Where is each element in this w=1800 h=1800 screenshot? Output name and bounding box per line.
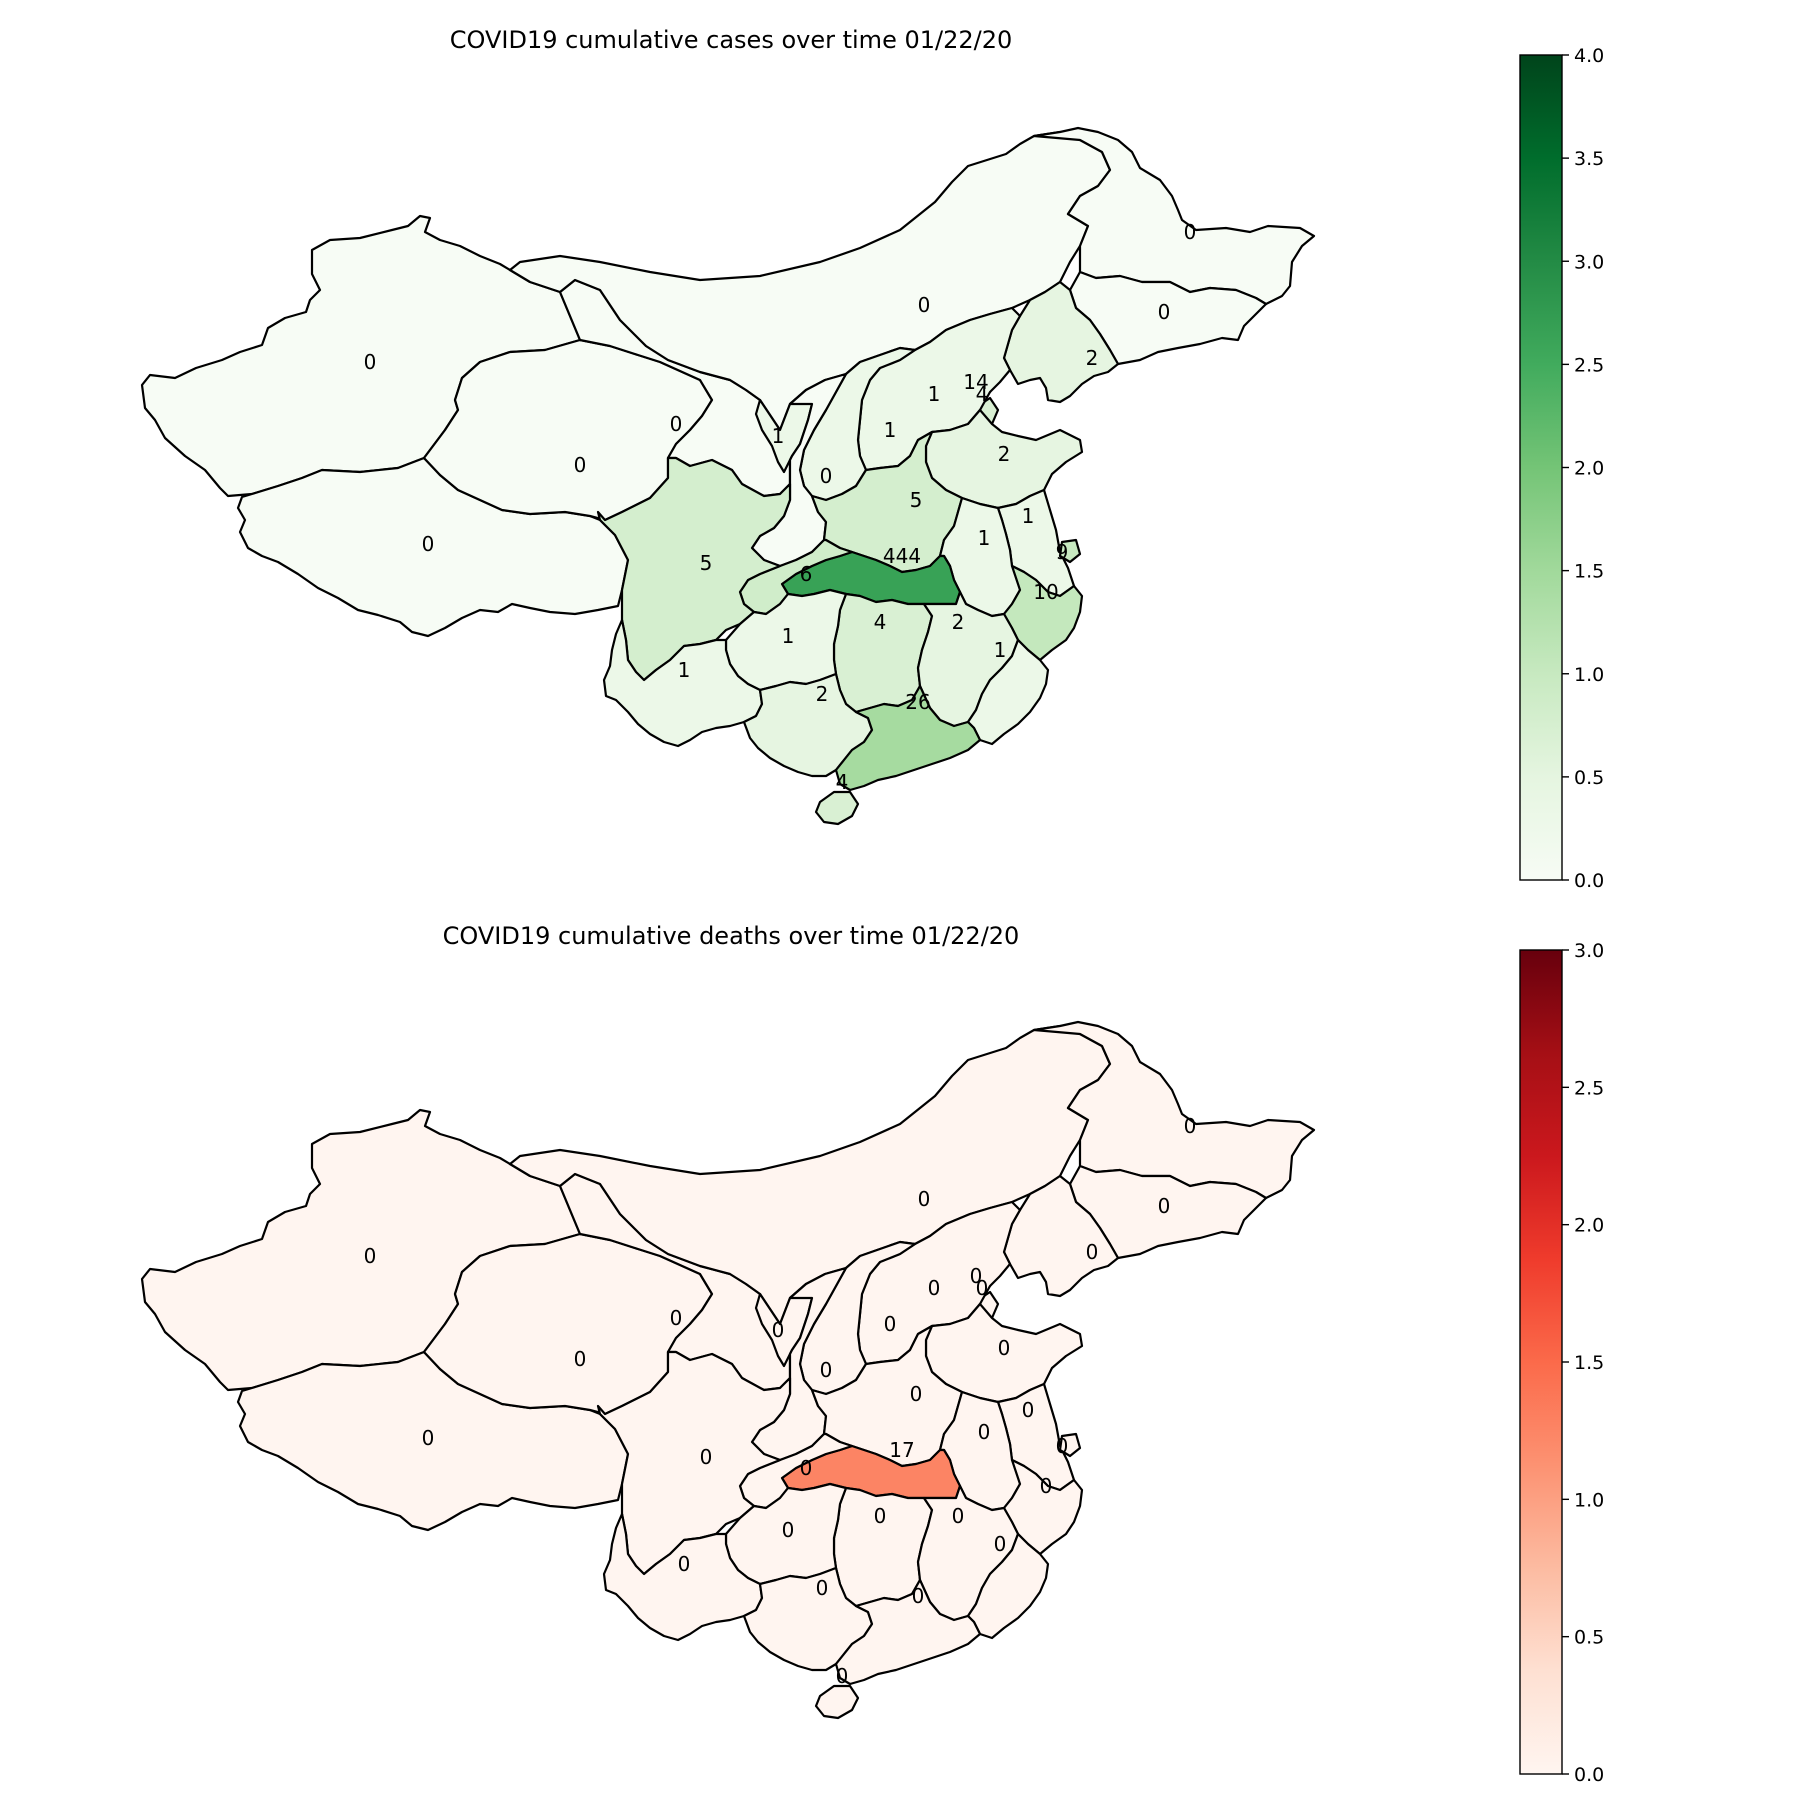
cases-value-label-chongqing: 6 xyxy=(800,562,813,586)
cases-value-label-henan: 5 xyxy=(910,488,923,512)
cases-value-label-hainan: 4 xyxy=(836,770,849,794)
deaths-value-label-henan: 0 xyxy=(910,1382,923,1406)
deaths-map-title: COVID19 cumulative deaths over time 01/2… xyxy=(443,922,1020,950)
cases-colorbar-tick-label: 0.0 xyxy=(1574,870,1604,892)
deaths-value-label-hubei: 17 xyxy=(889,1438,914,1462)
cases-value-label-shanxi: 1 xyxy=(884,418,897,442)
cases-value-label-sichuan: 5 xyxy=(700,551,713,575)
deaths-value-label-heilongjiang: 0 xyxy=(1184,1114,1197,1138)
deaths-region-fujian xyxy=(966,1532,1050,1640)
cases-value-label-shandong: 2 xyxy=(998,442,1011,466)
deaths-colorbar-tick-label: 1.0 xyxy=(1574,1489,1604,1511)
cases-region-hainan xyxy=(814,790,860,826)
deaths-colorbar-tick-label: 2.5 xyxy=(1574,1077,1604,1099)
cases-value-label-hebei: 1 xyxy=(928,382,941,406)
cases-value-label-gansu: 0 xyxy=(670,412,683,436)
deaths-region-shanghai xyxy=(1058,1432,1082,1458)
deaths-value-label-yunnan: 0 xyxy=(678,1552,691,1576)
deaths-value-label-inner-mongolia: 0 xyxy=(918,1187,931,1211)
deaths-value-label-chongqing: 0 xyxy=(800,1456,813,1480)
cases-value-label-guangxi: 2 xyxy=(816,682,829,706)
cases-region-shanghai xyxy=(1058,538,1082,564)
deaths-value-label-qinghai: 0 xyxy=(574,1347,587,1371)
cases-value-label-shaanxi: 0 xyxy=(820,464,833,488)
deaths-map: 0 0 0 0 0 0 0 0 0 0 0 0 0 0 0 0 0 0 0 17 0 0 0 0 0 0 0 0 0 0 0 xyxy=(140,1020,1316,1720)
cases-map-title: COVID19 cumulative cases over time 01/22… xyxy=(450,26,1013,54)
deaths-value-label-tibet: 0 xyxy=(422,1426,435,1450)
cases-value-label-heilongjiang: 0 xyxy=(1184,220,1197,244)
cases-value-label-guangdong: 26 xyxy=(905,690,930,714)
cases-value-label-inner-mongolia: 0 xyxy=(918,293,931,317)
deaths-value-label-guangdong: 0 xyxy=(912,1584,925,1608)
cases-region-guangdong xyxy=(834,684,982,792)
deaths-value-label-ningxia: 0 xyxy=(772,1318,785,1342)
deaths-value-label-hunan: 0 xyxy=(874,1504,887,1528)
cases-colorbar-tick-label: 1.5 xyxy=(1574,561,1604,583)
cases-value-label-anhui: 1 xyxy=(978,526,991,550)
deaths-value-label-guizhou: 0 xyxy=(782,1518,795,1542)
cases-colorbar: 0.0 0.5 1.0 1.5 2.0 2.5 3.0 3.5 4.0 xyxy=(1519,45,1604,892)
deaths-region-heilongjiang xyxy=(1032,1020,1316,1200)
deaths-value-label-anhui: 0 xyxy=(978,1420,991,1444)
deaths-colorbar-tick-label: 1.5 xyxy=(1574,1352,1604,1374)
deaths-value-label-jilin: 0 xyxy=(1158,1194,1171,1218)
cases-value-label-qinghai: 0 xyxy=(574,453,587,477)
cases-value-label-jilin: 0 xyxy=(1158,300,1171,324)
cases-value-label-yunnan: 1 xyxy=(678,658,691,682)
cases-value-label-hunan: 4 xyxy=(874,610,887,634)
deaths-value-label-shanxi: 0 xyxy=(884,1312,897,1336)
deaths-colorbar: 0.0 0.5 1.0 1.5 2.0 2.5 3.0 xyxy=(1519,940,1604,1786)
deaths-value-label-jiangsu: 0 xyxy=(1022,1398,1035,1422)
cases-value-label-liaoning: 2 xyxy=(1086,346,1099,370)
cases-value-label-fujian: 1 xyxy=(994,638,1007,662)
deaths-value-label-fujian: 0 xyxy=(994,1532,1007,1556)
cases-value-label-guizhou: 1 xyxy=(782,624,795,648)
deaths-value-label-xinjiang: 0 xyxy=(364,1244,377,1268)
cases-region-heilongjiang xyxy=(1032,126,1316,306)
deaths-value-label-hainan: 0 xyxy=(836,1664,849,1688)
cases-colorbar-tick-label: 3.5 xyxy=(1574,148,1604,170)
deaths-colorbar-gradient xyxy=(1519,949,1563,1775)
cases-value-label-hubei: 444 xyxy=(883,544,921,568)
cases-value-label-tianjin: 4 xyxy=(976,382,989,406)
deaths-colorbar-tick-label: 3.0 xyxy=(1574,940,1604,962)
cases-colorbar-tick-label: 4.0 xyxy=(1574,45,1604,67)
deaths-colorbar-tick-label: 0.0 xyxy=(1574,1764,1604,1786)
cases-colorbar-tick-label: 2.0 xyxy=(1574,458,1604,480)
deaths-value-label-liaoning: 0 xyxy=(1086,1240,1099,1264)
cases-region-fujian xyxy=(966,638,1050,746)
deaths-value-label-gansu: 0 xyxy=(670,1306,683,1330)
deaths-value-label-tianjin: 0 xyxy=(976,1276,989,1300)
cases-colorbar-tick-label: 2.5 xyxy=(1574,354,1604,376)
deaths-value-label-shandong: 0 xyxy=(998,1336,1011,1360)
cases-value-label-ningxia: 1 xyxy=(772,424,785,448)
deaths-value-label-sichuan: 0 xyxy=(700,1445,713,1469)
deaths-value-label-shanghai: 0 xyxy=(1056,1434,1069,1458)
cases-value-label-zhejiang: 10 xyxy=(1033,580,1058,604)
cases-colorbar-tick-label: 0.5 xyxy=(1574,767,1604,789)
deaths-value-label-shaanxi: 0 xyxy=(820,1358,833,1382)
cases-value-label-xinjiang: 0 xyxy=(364,350,377,374)
cases-value-label-jiangsu: 1 xyxy=(1022,504,1035,528)
cases-colorbar-tick-label: 3.0 xyxy=(1574,251,1604,273)
cases-colorbar-tick-label: 1.0 xyxy=(1574,664,1604,686)
deaths-value-label-guangxi: 0 xyxy=(816,1576,829,1600)
cases-value-label-tibet: 0 xyxy=(422,532,435,556)
cases-value-label-jiangxi: 2 xyxy=(952,610,965,634)
cases-value-label-shanghai: 9 xyxy=(1056,540,1069,564)
deaths-region-hainan xyxy=(814,1684,860,1720)
deaths-value-label-beijing: 0 xyxy=(970,1264,983,1288)
deaths-value-label-zhejiang: 0 xyxy=(1040,1474,1053,1498)
deaths-region-guangdong xyxy=(834,1578,982,1686)
cases-colorbar-gradient xyxy=(1519,54,1563,881)
deaths-colorbar-tick-label: 0.5 xyxy=(1574,1627,1604,1649)
deaths-colorbar-tick-label: 2.0 xyxy=(1574,1215,1604,1237)
deaths-value-label-jiangxi: 0 xyxy=(952,1504,965,1528)
cases-value-label-beijing: 14 xyxy=(963,370,988,394)
deaths-value-label-hebei: 0 xyxy=(928,1276,941,1300)
